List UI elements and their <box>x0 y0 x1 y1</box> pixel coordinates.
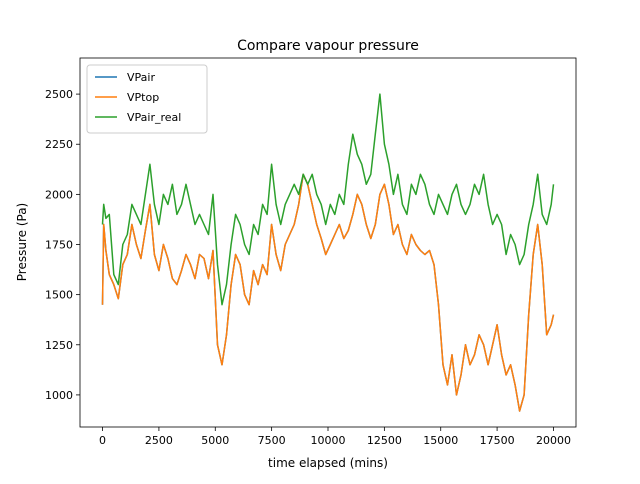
x-tick-label: 2500 <box>145 434 173 447</box>
legend-label-vpair-real: VPair_real <box>127 111 181 124</box>
series-line-vpair-real <box>101 93 555 306</box>
x-tick-label: 15000 <box>423 434 458 447</box>
x-tick-label: 0 <box>99 434 106 447</box>
legend-box <box>86 64 208 134</box>
y-tick-label: 2000 <box>45 188 73 201</box>
axes-layer: 0 2500 5000 7500 10000 12500 15000 17500 20000 10… <box>45 57 577 447</box>
x-tick-label: 17500 <box>480 434 515 447</box>
y-tick-label: 1250 <box>45 339 73 352</box>
legend-label-vptop: VPtop <box>127 91 159 104</box>
y-tick-label: 2250 <box>45 138 73 151</box>
x-axis-label: time elapsed (mins) <box>268 456 388 470</box>
y-axis-label: Pressure (Pa) <box>15 203 29 281</box>
series-line-vptop <box>101 173 555 412</box>
x-tick-label: 12500 <box>367 434 402 447</box>
series-layer <box>101 93 555 412</box>
legend: VPair VPtop VPair_real <box>86 64 208 134</box>
y-tick-label: 2500 <box>45 88 73 101</box>
chart-title: Compare vapour pressure <box>237 38 419 54</box>
x-tick-label: 5000 <box>201 434 229 447</box>
y-tick-label: 1750 <box>45 239 73 252</box>
x-tick-label: 20000 <box>536 434 571 447</box>
x-tick-label: 10000 <box>311 434 346 447</box>
y-tick-label: 1000 <box>45 389 73 402</box>
x-tick-label: 7500 <box>258 434 286 447</box>
y-tick-label: 1500 <box>45 289 73 302</box>
legend-label-vpair: VPair <box>127 71 155 84</box>
